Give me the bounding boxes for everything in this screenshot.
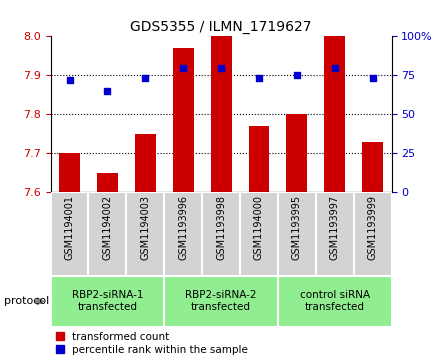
Bar <box>164 192 202 276</box>
Point <box>331 65 338 70</box>
Bar <box>249 126 269 192</box>
Bar <box>97 173 118 192</box>
Bar <box>278 276 392 327</box>
Bar <box>88 192 126 276</box>
Bar <box>173 48 194 192</box>
Text: GSM1193999: GSM1193999 <box>368 195 378 260</box>
Bar <box>278 192 316 276</box>
Bar <box>126 192 164 276</box>
Bar <box>211 36 231 192</box>
Bar <box>164 276 278 327</box>
Bar <box>316 192 354 276</box>
Bar <box>202 192 240 276</box>
Bar <box>59 154 80 192</box>
Point <box>369 76 376 81</box>
Bar <box>240 192 278 276</box>
Point <box>293 72 301 78</box>
Bar <box>286 114 307 192</box>
Text: GSM1193995: GSM1193995 <box>292 195 302 260</box>
Bar <box>362 142 383 192</box>
Text: GSM1194003: GSM1194003 <box>140 195 150 260</box>
Text: GSM1193997: GSM1193997 <box>330 195 340 260</box>
Text: GSM1194001: GSM1194001 <box>65 195 74 260</box>
Text: GSM1193998: GSM1193998 <box>216 195 226 260</box>
Point <box>256 76 263 81</box>
Bar <box>51 192 88 276</box>
Legend: transformed count, percentile rank within the sample: transformed count, percentile rank withi… <box>56 332 248 355</box>
Bar <box>51 276 164 327</box>
Point <box>66 77 73 83</box>
Text: control siRNA
transfected: control siRNA transfected <box>300 290 370 312</box>
Text: GSM1193996: GSM1193996 <box>178 195 188 260</box>
Point <box>180 65 187 70</box>
Bar <box>135 134 156 192</box>
Text: protocol: protocol <box>4 296 50 306</box>
Text: GSM1194000: GSM1194000 <box>254 195 264 260</box>
Point <box>218 65 225 70</box>
Bar <box>324 36 345 192</box>
Text: RBP2-siRNA-2
transfected: RBP2-siRNA-2 transfected <box>185 290 257 312</box>
Text: GSM1194002: GSM1194002 <box>103 195 113 260</box>
Bar <box>354 192 392 276</box>
Point <box>104 88 111 94</box>
Point <box>142 76 149 81</box>
Text: RBP2-siRNA-1
transfected: RBP2-siRNA-1 transfected <box>72 290 143 312</box>
Title: GDS5355 / ILMN_1719627: GDS5355 / ILMN_1719627 <box>130 20 312 34</box>
